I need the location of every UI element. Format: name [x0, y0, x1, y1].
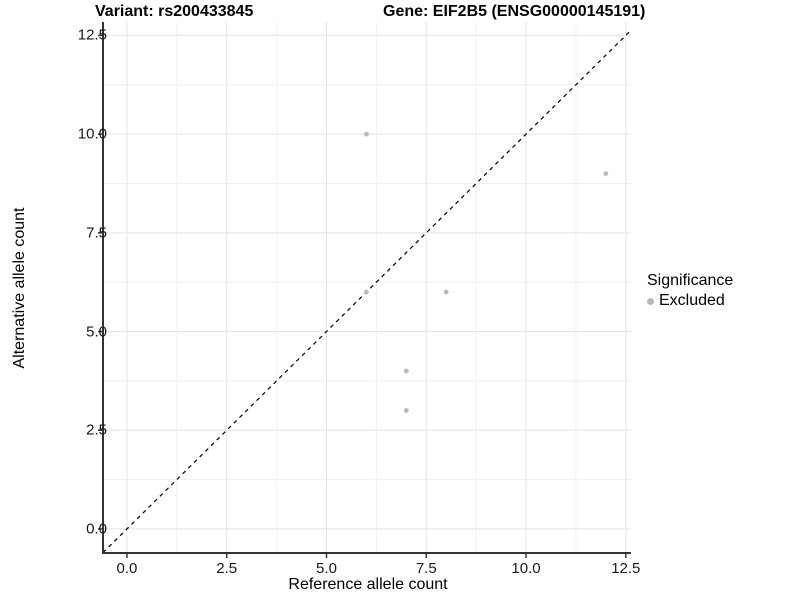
data-point: [364, 131, 369, 137]
legend-title: Significance: [647, 272, 734, 289]
x-tick-label: 2.5: [216, 560, 238, 577]
variant-title: Variant: rs200433845: [95, 3, 254, 20]
x-tick-label: 5.0: [316, 560, 337, 577]
data-point: [403, 368, 409, 374]
gene-title: Gene: EIF2B5 (ENSG00000145191): [383, 3, 646, 20]
x-axis-title: Reference allele count: [288, 576, 448, 593]
y-tick-label: 5.0: [86, 323, 107, 341]
legend-item-label: Excluded: [659, 292, 725, 309]
excluded-point-icon: [647, 297, 654, 305]
y-tick-label: 0.0: [86, 520, 107, 538]
y-tick-label: 10.0: [77, 125, 107, 143]
y-axis-title: Alternative allele count: [11, 207, 28, 369]
x-tick-label: 0.0: [116, 560, 138, 577]
x-tick-label: 12.5: [611, 560, 641, 577]
y-tick-label: 12.5: [77, 26, 107, 44]
data-point: [603, 171, 609, 177]
legend-item-excluded: Excluded: [647, 292, 733, 310]
legend: Significance Excluded: [647, 272, 733, 310]
data-point: [403, 408, 409, 413]
data-point: [364, 289, 369, 295]
y-tick-label: 2.5: [86, 421, 107, 439]
x-tick-label: 7.5: [415, 560, 437, 577]
y-tick-label: 7.5: [86, 224, 107, 242]
x-tick-label: 10.0: [511, 560, 541, 577]
data-point: [443, 289, 449, 295]
